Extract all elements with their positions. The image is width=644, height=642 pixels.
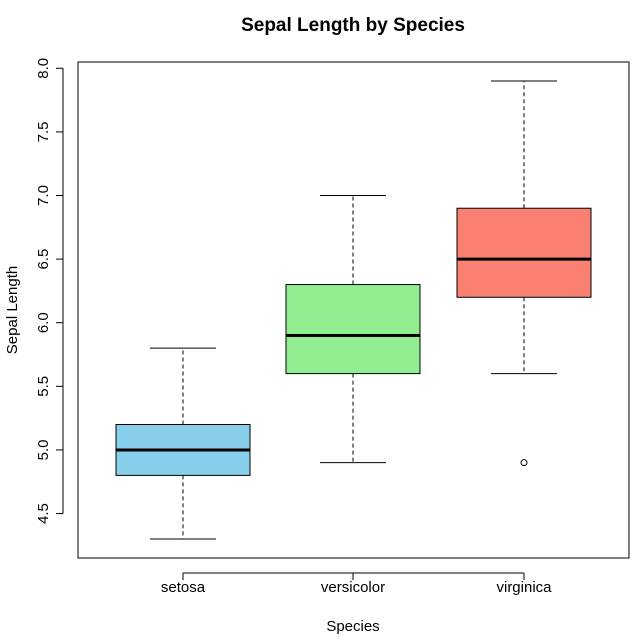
box-iqr	[456, 207, 592, 298]
x-axis: setosa versicolor virginica	[161, 572, 552, 596]
x-tick-label: setosa	[161, 579, 206, 596]
y-tick-label: 7.0	[35, 185, 52, 206]
x-axis-label: Species	[326, 618, 379, 635]
y-tick-label: 7.5	[35, 121, 52, 142]
y-axis-label: Sepal Length	[4, 266, 21, 354]
plot-frame	[77, 61, 630, 559]
y-axis: 4.5 5.0 5.5 6.0 6.5 7.0 7.5 8.0	[35, 58, 64, 524]
y-tick-label: 6.5	[35, 249, 52, 270]
box-group	[115, 80, 592, 540]
box-versicolor	[285, 195, 421, 464]
chart-title: Sepal Length by Species	[241, 15, 465, 36]
y-tick-label: 4.5	[35, 503, 52, 524]
x-tick-label: versicolor	[321, 579, 385, 596]
x-tick-label: virginica	[496, 579, 552, 596]
box-virginica	[456, 80, 592, 467]
box-setosa	[115, 347, 251, 540]
box-iqr	[285, 284, 421, 375]
y-tick-label: 5.0	[35, 440, 52, 461]
y-tick-label: 6.0	[35, 312, 52, 333]
outlier-point	[520, 459, 528, 467]
y-tick-label: 5.5	[35, 376, 52, 397]
y-tick-label: 8.0	[35, 58, 52, 79]
